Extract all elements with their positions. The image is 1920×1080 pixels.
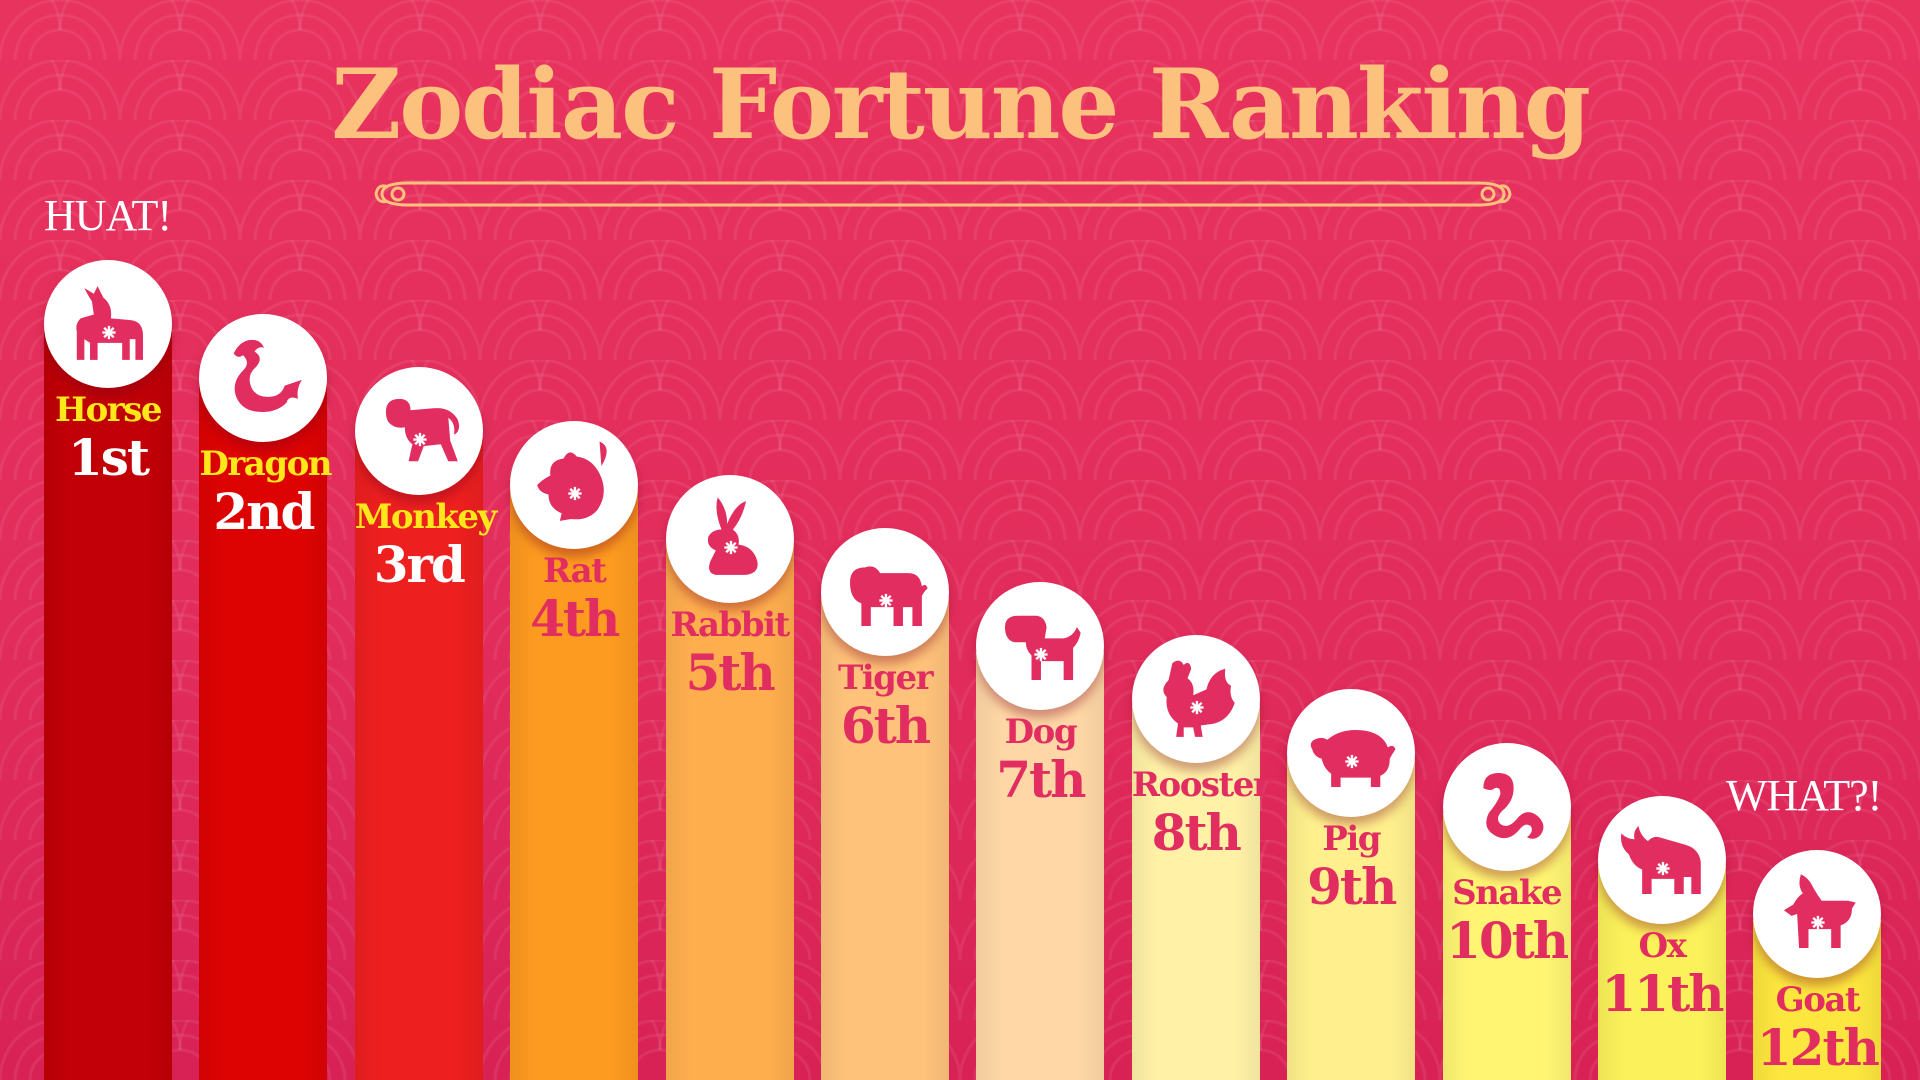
bar-label-rat: Rat [543,550,607,591]
bar-label-snake: Snake [1452,872,1563,913]
rank-label-pig: 9th [1307,857,1397,917]
rooster-icon [1163,661,1235,738]
bar-monkey [354,437,483,1080]
rat-icon [537,441,607,521]
bar-horse [44,330,172,1080]
top-callout: HUAT! [44,191,172,240]
snake-icon [1482,772,1544,839]
badge-tiger [821,528,949,657]
badge-rabbit [665,474,794,603]
pig-icon [1310,730,1396,788]
monkey-icon [385,399,459,462]
bar-label-dog: Dog [1004,711,1078,752]
bar-label-ox: Ox [1638,926,1687,967]
horse-icon [76,286,143,360]
rank-label-goat: 12th [1756,1018,1880,1077]
bar-label-horse: Horse [55,390,163,430]
badge-rooster [1131,635,1260,764]
page-title: Zodiac Fortune Ranking [331,48,1591,161]
bar-label-rabbit: Rabbit [670,604,790,645]
badge-dragon [199,313,328,442]
badge-monkey [354,367,483,496]
rank-label-rat: 4th [530,588,620,648]
bar-rat [510,490,639,1080]
badge-ox [1598,796,1726,925]
bar-dog [976,651,1105,1080]
badge-snake [1442,742,1571,871]
bar-dragon [199,383,328,1080]
title-divider-ornament [374,181,1512,207]
badge-goat [1753,850,1882,978]
bar-label-tiger: Tiger [837,658,934,699]
badge-dog [976,581,1105,710]
goat-icon [1784,874,1857,949]
dragon-icon [234,339,303,412]
badge-horse [44,260,172,388]
tiger-icon [850,566,928,627]
rank-label-ox: 11th [1601,964,1724,1024]
bar-label-monkey: Monkey [354,497,497,538]
rank-label-rabbit: 5th [685,642,775,702]
rank-label-rooster: 8th [1151,803,1242,863]
badge-rat [510,420,639,549]
rank-label-tiger: 6th [840,696,931,756]
bar-label-goat: Goat [1775,980,1861,1020]
bar-rabbit [665,544,794,1080]
bar-label-rooster: Rooster [1131,765,1271,806]
bar-rooster [1131,705,1260,1080]
rank-label-horse: 1st [67,428,150,487]
rank-label-snake: 10th [1446,910,1569,970]
badge-pig [1287,689,1416,818]
dog-icon [1005,615,1082,680]
rabbit-icon [707,496,758,575]
bottom-callout: WHAT?! [1726,771,1882,820]
ox-icon [1621,826,1701,895]
rank-label-dragon: 2nd [213,481,315,541]
bar-label-dragon: Dragon [199,443,332,484]
rank-label-monkey: 3rd [373,535,466,595]
bar-tiger [821,598,949,1080]
bar-label-pig: Pig [1322,819,1381,860]
rank-label-dog: 7th [996,749,1086,809]
